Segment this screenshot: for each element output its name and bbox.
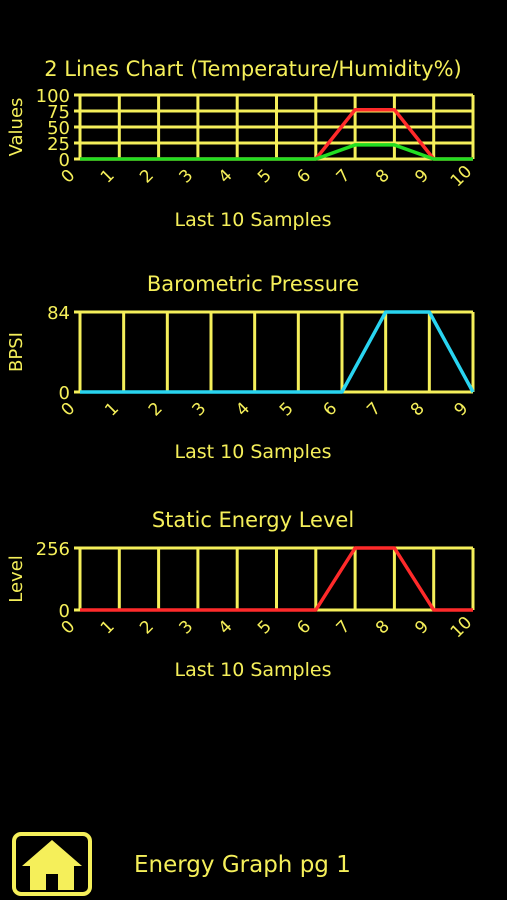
y-tick-label: 75 [47,102,70,123]
x-tick-label: 5 [276,399,298,421]
home-icon [22,840,82,890]
x-tick-label: 6 [293,617,315,639]
x-tick-label: 7 [363,399,385,421]
x-tick-label: 7 [333,617,355,639]
y-axis-label: BPSI [6,332,27,372]
y-tick-label: 100 [36,86,70,107]
series-line-0 [80,546,473,612]
x-tick-label: 7 [333,166,355,188]
page-title: Energy Graph pg 1 [134,852,351,878]
x-axis-label: Last 10 Samples [175,441,332,463]
y-axis-label: Values [6,98,27,157]
y-tick-label: 0 [59,150,70,171]
x-tick-label: 6 [320,399,342,421]
x-tick-label: 3 [175,166,197,188]
x-tick-label: 10 [447,162,476,191]
y-tick-label: 50 [47,118,70,139]
x-tick-label: 1 [97,617,119,639]
x-tick-label: 3 [189,399,211,421]
x-tick-label: 9 [451,399,473,421]
y-tick-label: 256 [36,539,70,560]
x-tick-label: 4 [215,166,237,188]
series-line-1 [80,143,473,161]
x-tick-label: 10 [447,613,476,642]
x-tick-label: 8 [407,399,429,421]
series-line-0 [80,310,475,394]
home-button[interactable] [12,832,92,896]
y-tick-label: 25 [47,134,70,155]
y-tick-label: 84 [47,303,70,324]
y-tick-label: 0 [59,383,70,404]
y-axis-label: Level [6,555,27,603]
x-tick-label: 4 [215,617,237,639]
x-tick-label: 1 [97,166,119,188]
x-tick-label: 0 [58,399,80,421]
chart-title: Static Energy Level [152,508,354,532]
x-tick-label: 1 [101,399,123,421]
y-tick-label: 0 [59,601,70,622]
x-tick-label: 2 [136,166,158,188]
x-tick-label: 6 [293,166,315,188]
x-tick-label: 3 [175,617,197,639]
x-tick-label: 0 [58,617,80,639]
x-tick-label: 9 [411,166,433,188]
x-tick-label: 8 [372,166,394,188]
chart-temperature-humidity: 2 Lines Chart (Temperature/Humidity%)100… [6,57,476,231]
x-tick-label: 5 [254,617,276,639]
x-tick-label: 5 [254,166,276,188]
x-tick-label: 8 [372,617,394,639]
x-tick-label: 4 [232,399,254,421]
chart-title: 2 Lines Chart (Temperature/Humidity%) [44,57,461,81]
x-axis-label: Last 10 Samples [175,209,332,231]
x-axis-label: Last 10 Samples [175,659,332,681]
x-tick-label: 9 [411,617,433,639]
x-tick-label: 2 [145,399,167,421]
x-tick-label: 0 [58,166,80,188]
chart-title: Barometric Pressure [147,272,359,296]
x-tick-label: 2 [136,617,158,639]
